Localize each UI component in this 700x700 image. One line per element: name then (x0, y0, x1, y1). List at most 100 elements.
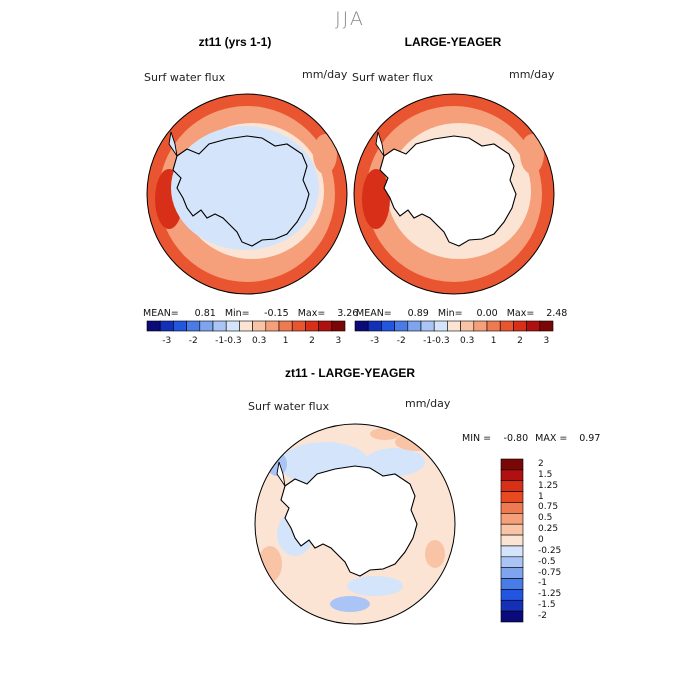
colorbar-swatch (513, 320, 527, 332)
colorbar-swatch (526, 320, 541, 332)
panel2-title: LARGE-YEAGER (404, 35, 502, 49)
colorbar-swatch (486, 320, 501, 332)
colorbar-swatch (500, 556, 524, 568)
colorbar-tick-label: -1 (423, 336, 432, 346)
colorbar-swatch (500, 578, 524, 590)
colorbar-swatch (381, 320, 395, 332)
colorbar-swatch (539, 320, 554, 332)
panel1-mean-value: 0.81 (194, 308, 216, 319)
panel1-colorbar: -3 -2 -1 -0.3 0.3 1 2 3 (146, 320, 346, 346)
colorbar-swatch (500, 534, 524, 547)
colorbar-swatch (331, 320, 346, 332)
colorbar-swatch (199, 320, 214, 332)
colorbar-level-label: 2 (538, 458, 544, 469)
colorbar-tick-label: 2 (309, 336, 315, 346)
colorbar-tick-label: -0.3 (224, 336, 242, 346)
colorbar-swatch (447, 320, 461, 332)
colorbar-swatch (500, 523, 524, 536)
colorbar-level-label: -1 (538, 578, 547, 589)
panel3-stats: MIN = -0.80 MAX = 0.97 (462, 433, 600, 444)
colorbar-tick-label: 2 (517, 336, 523, 346)
panel2-units-label: mm/day (509, 68, 555, 81)
colorbar-swatch (500, 513, 524, 525)
colorbar-tick-label: 1 (283, 336, 289, 346)
panel2-polar-map (353, 93, 555, 295)
colorbar-tick-label: -2 (189, 336, 198, 346)
panel1-field-label: Surf water flux (144, 71, 226, 84)
panel1-min-value: -0.15 (264, 308, 289, 319)
colorbar-swatch (500, 567, 524, 579)
colorbar-swatch (305, 320, 319, 332)
colorbar-swatch (265, 320, 280, 332)
panel2-max-value: 2.48 (546, 308, 568, 319)
panel3-title: zt11 - LARGE-YEAGER (284, 366, 416, 380)
colorbar-level-label: 0 (538, 535, 544, 545)
colorbar-swatch (500, 469, 524, 482)
panel2-max-label: Max= (506, 308, 535, 319)
colorbar-tick-label: 3 (336, 336, 342, 346)
panel3-min-label: MIN = (462, 433, 492, 444)
colorbar-swatch (420, 320, 435, 332)
panel1-polar-map (146, 93, 348, 295)
colorbar-tick-label: 0.3 (252, 336, 266, 346)
colorbar-level-label: -0.5 (538, 556, 556, 567)
colorbar-tick-label: -2 (397, 336, 406, 346)
colorbar-swatch (159, 320, 174, 332)
colorbar-level-label: 0.75 (538, 502, 559, 513)
panel3-field-label: Surf water flux (248, 400, 330, 413)
colorbar-level-label: -0.25 (538, 545, 562, 556)
colorbar-swatch (500, 545, 524, 558)
colorbar-tick-label: -1 (215, 336, 224, 346)
colorbar-tick-label: 3 (544, 336, 550, 346)
colorbar-tick-label: 0.3 (460, 336, 474, 346)
colorbar-swatch (500, 599, 524, 612)
colorbar-swatch (394, 320, 409, 332)
colorbar-swatch (212, 320, 227, 332)
colorbar-tick-label: 1 (491, 336, 497, 346)
colorbar-swatch (500, 610, 524, 623)
panel1-mean-label: MEAN= (143, 308, 179, 319)
panel3-colorbar (500, 458, 524, 623)
colorbar-swatch (500, 502, 524, 514)
panel1-max-value: 3.26 (337, 308, 359, 319)
colorbar-level-label: -0.75 (538, 567, 562, 578)
colorbar-level-label: -2 (538, 611, 547, 622)
colorbar-level-label: -1.5 (538, 600, 556, 611)
colorbar-tick-label: -3 (370, 336, 379, 346)
colorbar-level-label: 0.5 (538, 513, 553, 524)
colorbar-swatch (433, 320, 448, 332)
panel3-max-value: 0.97 (579, 433, 601, 444)
panel3-max-label: MAX = (535, 433, 568, 444)
panel2-mean-label: MEAN= (356, 308, 392, 319)
panel2-min-value: 0.00 (476, 308, 498, 319)
colorbar-swatch (225, 320, 240, 332)
colorbar-swatch (460, 320, 475, 332)
colorbar-swatch (500, 480, 524, 492)
panel3-colorbar-labels: 2 1.5 1.25 1 0.75 0.5 0.25 0 -0.25 -0.5 -0.75 -1 -1.… (530, 458, 590, 623)
panel3-min-value: -0.80 (503, 433, 529, 444)
panel3-units-label: mm/day (405, 397, 451, 410)
colorbar-swatch (500, 589, 524, 601)
panel1-min-label: Min= (224, 308, 250, 319)
colorbar-swatch (318, 320, 333, 332)
panel2-colorbar: -3 -2 -1 -0.3 0.3 1 2 3 (354, 320, 554, 346)
colorbar-swatch (252, 320, 267, 332)
panel1-max-label: Max= (297, 308, 326, 319)
panel1-title: zt11 (yrs 1-1) (198, 35, 272, 49)
colorbar-swatch (473, 320, 488, 332)
colorbar-tick-label: -0.3 (432, 336, 450, 346)
colorbar-swatch (499, 320, 514, 332)
colorbar-swatch (239, 320, 253, 332)
colorbar-swatch (173, 320, 187, 332)
panel2-stats: MEAN= 0.89 Min= 0.00 Max= 2.48 (356, 308, 567, 319)
colorbar-swatch (354, 320, 369, 332)
panel1-stats: MEAN= 0.81 Min= -0.15 Max= 3.26 (143, 308, 358, 319)
colorbar-level-label: 1.25 (538, 480, 559, 491)
colorbar-level-label: -1.25 (538, 589, 562, 600)
colorbar-swatch (291, 320, 306, 332)
season-title: JJA (335, 8, 365, 30)
colorbar-swatch (186, 320, 201, 332)
colorbar-swatch (500, 491, 524, 503)
colorbar-level-label: 0.25 (538, 524, 559, 535)
colorbar-swatch (500, 458, 524, 471)
